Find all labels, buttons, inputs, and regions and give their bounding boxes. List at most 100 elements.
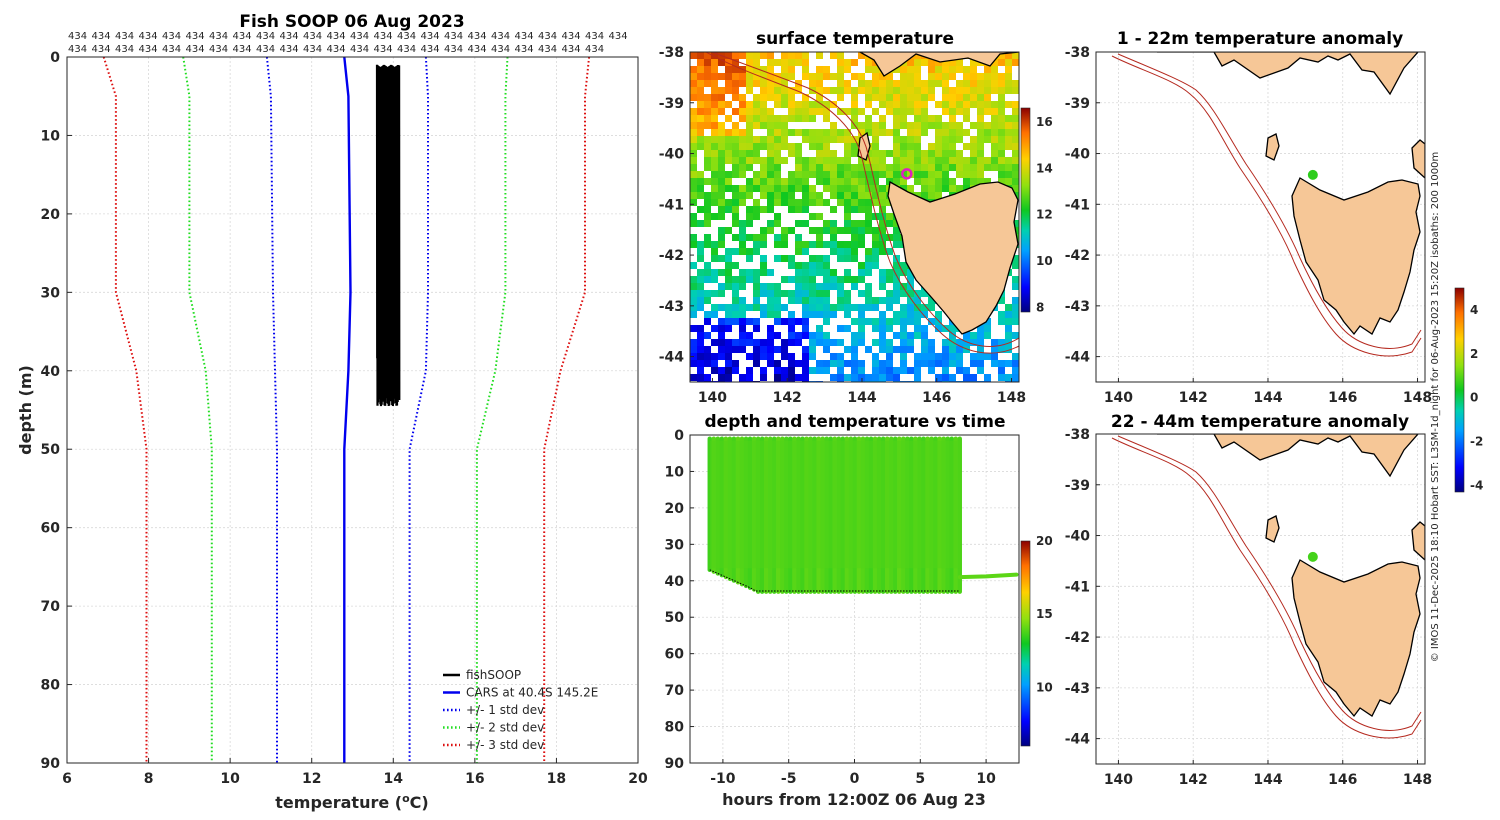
profile-y-label: depth (m) [16,365,35,455]
sst-cell [900,73,907,80]
sst-cell [921,94,928,101]
sst-cell [760,157,767,164]
legend-label: +/- 2 std dev [466,721,544,735]
anomaly-colorbar [1454,287,1465,493]
sst-cell [970,339,977,346]
sst-cell [795,234,802,241]
sst-cell [732,311,739,318]
sst-cell [956,339,963,346]
sst-cell [809,101,816,108]
sst-cell [732,136,739,143]
sst-cell [802,171,809,178]
sst-cell [893,136,900,143]
sst-cell [830,206,837,213]
sst-cell [921,290,928,297]
sst-cell [823,185,830,192]
sst-cell [837,178,844,185]
sst-cell [893,108,900,115]
sst-cell [977,360,984,367]
sst-cell [704,311,711,318]
sst-cell [830,283,837,290]
sst-cell [984,374,991,381]
sst-cell [746,185,753,192]
sst-cell [781,318,788,325]
sst-cell [802,297,809,304]
sst-cell [886,80,893,87]
sst-cell [935,311,942,318]
sst-cell [984,325,991,332]
profile-y-tick: 80 [41,678,61,694]
sst-cell [697,325,704,332]
sst-cell [732,66,739,73]
sst-cell [809,199,816,206]
sst-cell [942,353,949,360]
sst-cell [963,185,970,192]
sst-cell [970,332,977,339]
sst-cell [760,178,767,185]
sst-cell [1005,59,1012,66]
sst-cell [998,164,1005,171]
sst-cell [1012,311,1019,318]
sst-cell [718,108,725,115]
sst-cell [697,171,704,178]
sst-cell [977,136,984,143]
sst-cell [823,332,830,339]
sst-cell [816,325,823,332]
sst-cell [977,143,984,150]
sst-cell [970,101,977,108]
sst-cell [970,374,977,381]
sst-cell [732,73,739,80]
sst-cell [704,332,711,339]
sst-cell [774,185,781,192]
sst-cell [774,171,781,178]
sst-cell [718,325,725,332]
sst-cell [984,94,991,101]
sst-cell [991,59,998,66]
sst-cell [914,318,921,325]
sst-cell [1012,304,1019,311]
sst-cell [788,52,795,59]
sst-cell [795,108,802,115]
sst-cell [732,192,739,199]
sst-cell [732,143,739,150]
sst-cell [942,164,949,171]
sst-cell [739,318,746,325]
sst-cell [816,171,823,178]
sst-cell [788,66,795,73]
sst-cell [697,241,704,248]
profile-top-label: 434 [186,44,205,55]
sst-cell [837,52,844,59]
sst-cell [830,241,837,248]
sst-cell [711,143,718,150]
sst-cell [977,367,984,374]
sst-cell [991,339,998,346]
surface-map-title: surface temperature [756,29,954,49]
profile-top-label: 434 [421,31,440,42]
sst-cell [998,136,1005,143]
sst-cell [704,206,711,213]
sst-cell [809,367,816,374]
map-y-tick: -42 [1065,630,1090,646]
sst-cell [914,150,921,157]
sst-cell [725,206,732,213]
sst-cell [851,192,858,199]
sst-cell [718,339,725,346]
sst-cell [858,234,865,241]
sst-cell [788,262,795,269]
sst-cell [872,157,879,164]
sst-cell [767,108,774,115]
sst-cell [739,80,746,87]
anomaly-bottom-panel: 22 - 44m temperature anomaly 140 142 144 14… [1065,412,1432,788]
sst-cell [725,101,732,108]
sst-cell [830,73,837,80]
sst-cell [830,339,837,346]
sst-cell [795,150,802,157]
sst-cell [914,115,921,122]
sst-cell [865,262,872,269]
sst-cell [1012,374,1019,381]
sst-cell [879,150,886,157]
sst-cell [977,94,984,101]
sst-cell [1012,262,1019,269]
sst-cell [942,150,949,157]
sst-cell [991,157,998,164]
